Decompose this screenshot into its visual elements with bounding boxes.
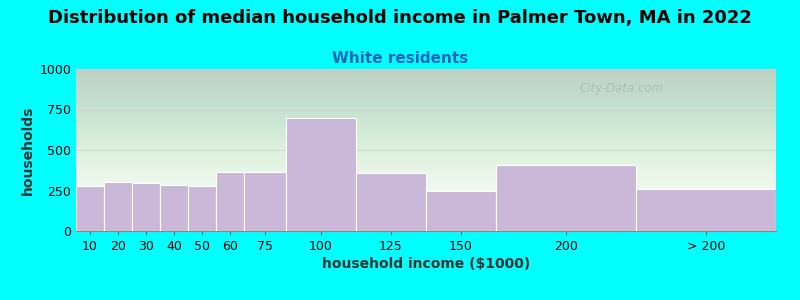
X-axis label: household income ($1000): household income ($1000) bbox=[322, 257, 530, 271]
Text: White residents: White residents bbox=[332, 51, 468, 66]
Bar bbox=[244, 172, 286, 231]
Bar bbox=[356, 173, 426, 231]
Bar bbox=[496, 165, 636, 231]
Text: Distribution of median household income in Palmer Town, MA in 2022: Distribution of median household income … bbox=[48, 9, 752, 27]
Bar bbox=[76, 186, 104, 231]
Bar bbox=[104, 182, 132, 231]
Bar bbox=[286, 118, 356, 231]
Bar bbox=[132, 183, 160, 231]
Text: City-Data.com: City-Data.com bbox=[580, 82, 664, 95]
Bar bbox=[188, 186, 216, 231]
Bar bbox=[426, 190, 496, 231]
Y-axis label: households: households bbox=[21, 105, 35, 195]
Bar bbox=[216, 172, 244, 231]
Bar bbox=[636, 189, 776, 231]
Bar bbox=[160, 185, 188, 231]
